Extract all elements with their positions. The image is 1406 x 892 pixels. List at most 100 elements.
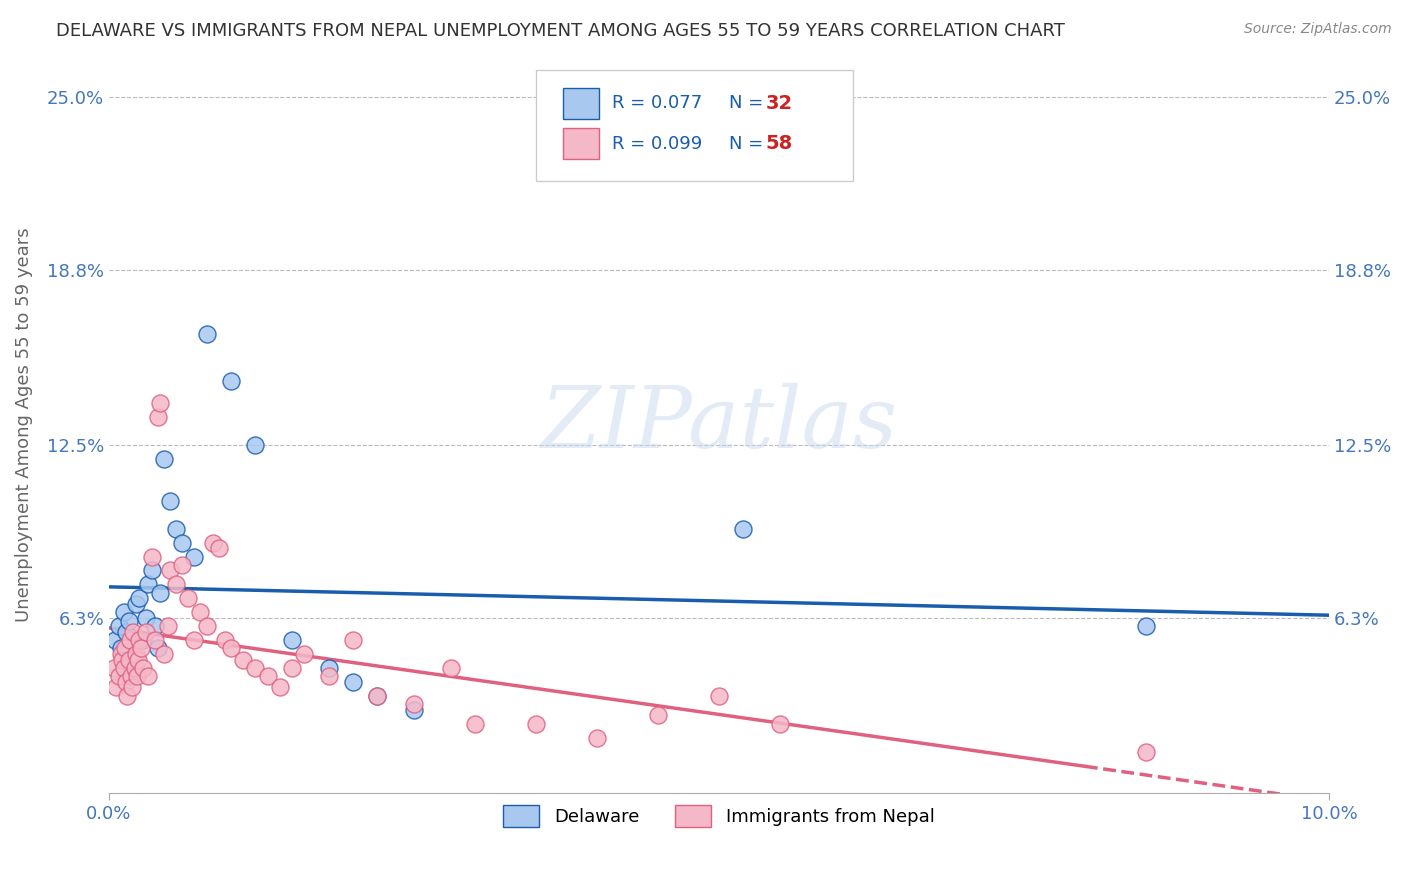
- Text: ZIPatlas: ZIPatlas: [540, 383, 897, 466]
- Point: [159, 564, 181, 578]
- Point: [201, 535, 224, 549]
- Point: [214, 633, 236, 648]
- FancyBboxPatch shape: [562, 87, 599, 119]
- Point: [111, 653, 134, 667]
- Point: [132, 661, 155, 675]
- Point: [107, 669, 129, 683]
- Text: 32: 32: [765, 94, 793, 112]
- Point: [402, 703, 425, 717]
- Text: R = 0.077: R = 0.077: [612, 95, 702, 112]
- Point: [256, 669, 278, 683]
- Point: [118, 633, 141, 648]
- Point: [245, 661, 267, 675]
- Point: [159, 493, 181, 508]
- Point: [115, 624, 138, 639]
- Point: [172, 558, 194, 572]
- Point: [141, 564, 163, 578]
- Text: N =: N =: [728, 95, 769, 112]
- Point: [402, 697, 425, 711]
- Point: [733, 522, 755, 536]
- Point: [110, 647, 132, 661]
- Point: [132, 633, 155, 648]
- Point: [366, 689, 388, 703]
- Point: [342, 674, 364, 689]
- Point: [769, 716, 792, 731]
- Point: [107, 619, 129, 633]
- Point: [219, 641, 242, 656]
- Point: [110, 641, 132, 656]
- Point: [120, 653, 142, 667]
- Point: [153, 647, 176, 661]
- Point: [122, 624, 145, 639]
- Point: [183, 549, 205, 564]
- Point: [464, 716, 486, 731]
- Point: [136, 577, 159, 591]
- Point: [149, 396, 172, 410]
- Point: [121, 681, 143, 695]
- Point: [269, 681, 291, 695]
- Point: [149, 586, 172, 600]
- Point: [112, 605, 135, 619]
- Point: [318, 669, 340, 683]
- Point: [232, 653, 254, 667]
- Point: [281, 661, 304, 675]
- FancyBboxPatch shape: [562, 128, 599, 160]
- Point: [1135, 619, 1157, 633]
- Point: [183, 633, 205, 648]
- Point: [208, 541, 231, 556]
- Point: [245, 438, 267, 452]
- Point: [122, 647, 145, 661]
- Point: [292, 647, 315, 661]
- Point: [135, 624, 157, 639]
- Point: [524, 716, 547, 731]
- Point: [117, 614, 139, 628]
- Point: [136, 669, 159, 683]
- Point: [153, 452, 176, 467]
- Point: [125, 647, 148, 661]
- Y-axis label: Unemployment Among Ages 55 to 59 years: Unemployment Among Ages 55 to 59 years: [15, 227, 32, 622]
- Point: [281, 633, 304, 648]
- Point: [195, 619, 218, 633]
- Point: [342, 633, 364, 648]
- FancyBboxPatch shape: [536, 70, 853, 181]
- Point: [143, 633, 166, 648]
- Point: [165, 522, 187, 536]
- Text: R = 0.099: R = 0.099: [612, 135, 702, 153]
- Point: [105, 681, 128, 695]
- Text: 58: 58: [765, 134, 793, 153]
- Point: [647, 708, 669, 723]
- Legend: Delaware, Immigrants from Nepal: Delaware, Immigrants from Nepal: [494, 796, 943, 836]
- Point: [117, 653, 139, 667]
- Point: [318, 661, 340, 675]
- Point: [120, 669, 142, 683]
- Text: N =: N =: [728, 135, 769, 153]
- Point: [114, 641, 136, 656]
- Text: DELAWARE VS IMMIGRANTS FROM NEPAL UNEMPLOYMENT AMONG AGES 55 TO 59 YEARS CORRELA: DELAWARE VS IMMIGRANTS FROM NEPAL UNEMPL…: [56, 22, 1066, 40]
- Point: [146, 641, 169, 656]
- Point: [128, 591, 150, 606]
- Point: [366, 689, 388, 703]
- Point: [128, 633, 150, 648]
- Point: [125, 597, 148, 611]
- Point: [143, 619, 166, 633]
- Point: [124, 661, 146, 675]
- Point: [103, 661, 125, 675]
- Point: [117, 689, 139, 703]
- Point: [586, 731, 609, 745]
- Point: [112, 661, 135, 675]
- Point: [146, 410, 169, 425]
- Point: [115, 674, 138, 689]
- Point: [1135, 745, 1157, 759]
- Point: [141, 549, 163, 564]
- Point: [439, 661, 461, 675]
- Point: [104, 633, 127, 648]
- Point: [129, 641, 152, 656]
- Point: [127, 653, 149, 667]
- Point: [135, 611, 157, 625]
- Point: [195, 326, 218, 341]
- Point: [177, 591, 200, 606]
- Point: [190, 605, 212, 619]
- Point: [156, 619, 179, 633]
- Point: [172, 535, 194, 549]
- Point: [165, 577, 187, 591]
